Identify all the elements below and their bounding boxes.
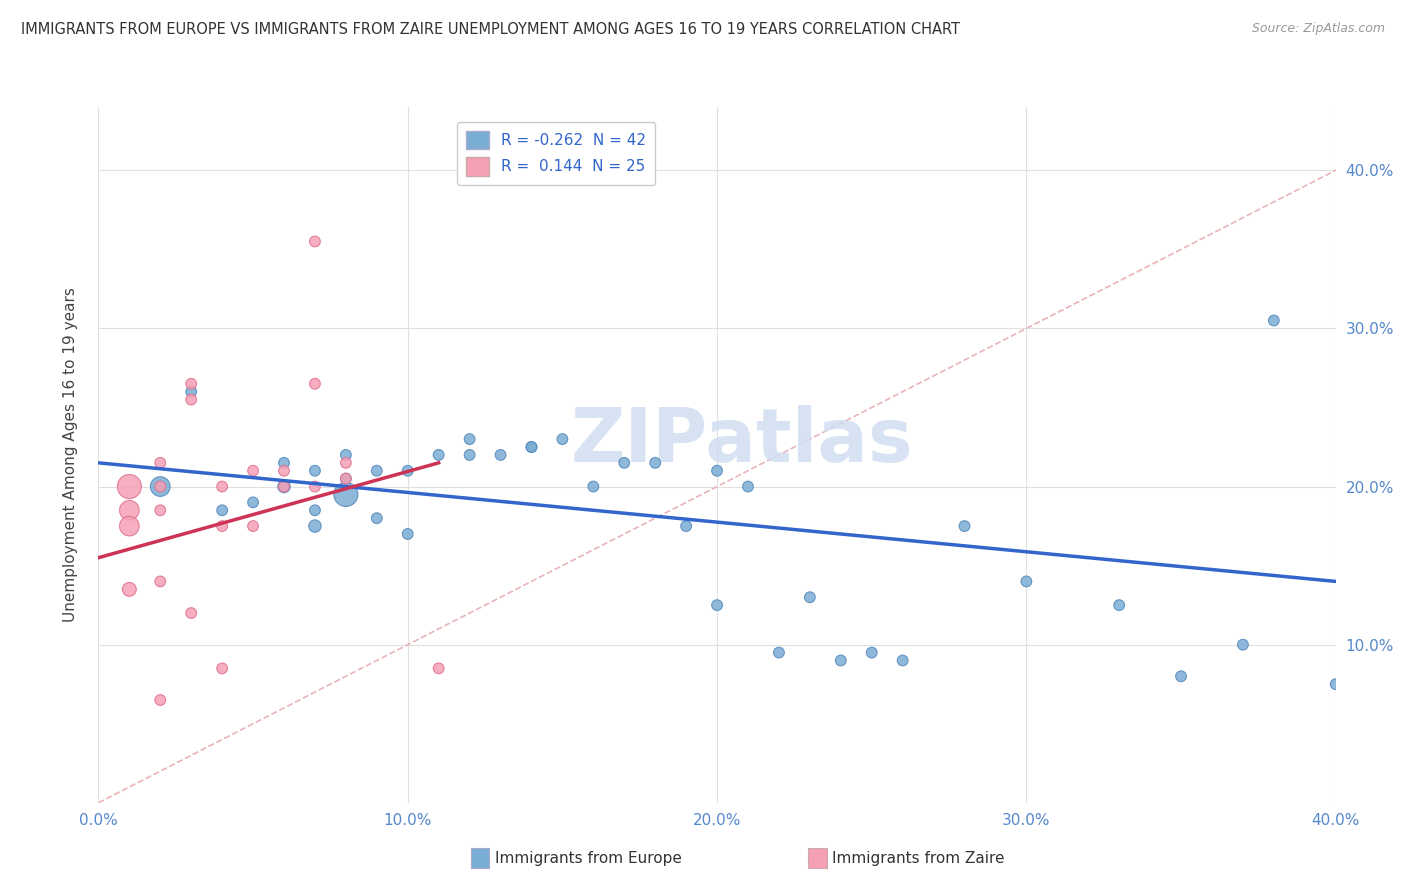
Point: [149, 479, 172, 493]
Point: [582, 479, 605, 493]
Point: [1232, 638, 1254, 652]
Point: [737, 479, 759, 493]
Point: [118, 582, 141, 597]
Point: [304, 519, 326, 533]
Point: [489, 448, 512, 462]
Point: [335, 472, 357, 486]
Point: [118, 479, 141, 493]
Point: [458, 432, 481, 446]
Point: [211, 519, 233, 533]
Point: [520, 440, 543, 454]
Point: [675, 519, 697, 533]
Point: [180, 392, 202, 407]
Point: [304, 503, 326, 517]
Point: [180, 376, 202, 391]
Point: [396, 527, 419, 541]
Point: [458, 448, 481, 462]
Point: [1324, 677, 1347, 691]
Text: IMMIGRANTS FROM EUROPE VS IMMIGRANTS FROM ZAIRE UNEMPLOYMENT AMONG AGES 16 TO 19: IMMIGRANTS FROM EUROPE VS IMMIGRANTS FRO…: [21, 22, 960, 37]
Point: [149, 693, 172, 707]
Point: [211, 503, 233, 517]
Point: [520, 440, 543, 454]
Point: [211, 479, 233, 493]
Point: [644, 456, 666, 470]
Point: [242, 464, 264, 478]
Point: [830, 653, 852, 667]
Point: [118, 519, 141, 533]
Point: [149, 574, 172, 589]
Y-axis label: Unemployment Among Ages 16 to 19 years: Unemployment Among Ages 16 to 19 years: [63, 287, 77, 623]
Point: [149, 456, 172, 470]
Point: [273, 479, 295, 493]
Point: [953, 519, 976, 533]
Point: [768, 646, 790, 660]
Text: Source: ZipAtlas.com: Source: ZipAtlas.com: [1251, 22, 1385, 36]
Point: [551, 432, 574, 446]
Point: [304, 464, 326, 478]
Text: Immigrants from Zaire: Immigrants from Zaire: [832, 851, 1005, 865]
Point: [335, 456, 357, 470]
Point: [211, 661, 233, 675]
Point: [891, 653, 914, 667]
Point: [242, 495, 264, 509]
Point: [273, 464, 295, 478]
Point: [366, 464, 388, 478]
Point: [242, 519, 264, 533]
Point: [335, 448, 357, 462]
Point: [149, 479, 172, 493]
Legend: R = -0.262  N = 42, R =  0.144  N = 25: R = -0.262 N = 42, R = 0.144 N = 25: [457, 121, 655, 185]
Point: [335, 472, 357, 486]
Point: [706, 598, 728, 612]
Point: [799, 591, 821, 605]
Point: [706, 464, 728, 478]
Point: [427, 661, 450, 675]
Point: [273, 456, 295, 470]
Point: [860, 646, 883, 660]
Point: [427, 448, 450, 462]
Point: [335, 487, 357, 501]
Point: [1015, 574, 1038, 589]
Point: [304, 479, 326, 493]
Point: [304, 235, 326, 249]
Point: [149, 503, 172, 517]
Point: [180, 384, 202, 399]
Point: [1170, 669, 1192, 683]
Point: [118, 503, 141, 517]
Point: [1108, 598, 1130, 612]
Point: [273, 479, 295, 493]
Point: [304, 376, 326, 391]
Text: Immigrants from Europe: Immigrants from Europe: [495, 851, 682, 865]
Point: [396, 464, 419, 478]
Text: ZIPatlas: ZIPatlas: [571, 404, 912, 477]
Point: [1263, 313, 1285, 327]
Point: [180, 606, 202, 620]
Point: [613, 456, 636, 470]
Point: [366, 511, 388, 525]
